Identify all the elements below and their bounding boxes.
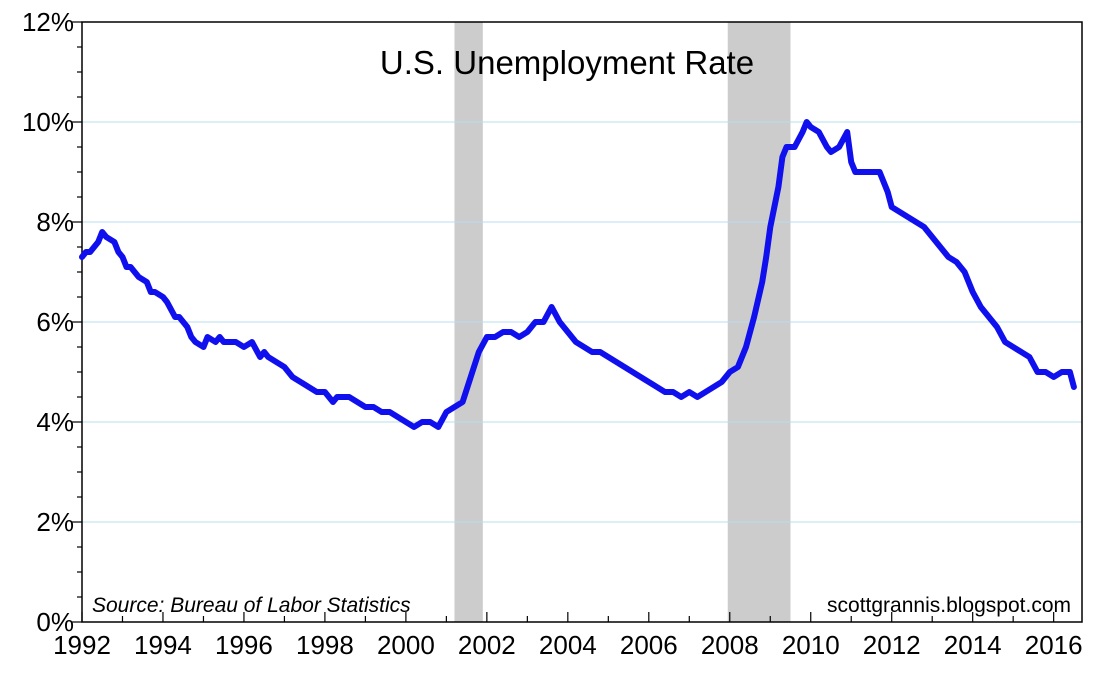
x-tick-label: 2008: [701, 630, 759, 660]
x-tick-label: 2016: [1025, 630, 1083, 660]
x-tick-label: 2006: [620, 630, 678, 660]
y-tick-label: 6%: [36, 307, 74, 337]
x-tick-label: 2012: [863, 630, 921, 660]
y-tick-label: 10%: [22, 107, 74, 137]
credit-note: scottgrannis.blogspot.com: [827, 594, 1071, 617]
y-tick-label: 2%: [36, 507, 74, 537]
x-tick-label: 2010: [782, 630, 840, 660]
x-tick-labels: 1992 1994 1996 1998 2000 2002 2004 2006 2008 2010…: [53, 630, 1083, 660]
y-tick-label: 0%: [36, 607, 74, 637]
axis-ticks: [72, 21, 1055, 623]
y-tick-label: 8%: [36, 207, 74, 237]
x-tick-label: 2014: [944, 630, 1002, 660]
y-tick-labels: 0% 2% 4% 6% 8% 10% 12%: [22, 7, 74, 637]
x-tick-label: 1994: [134, 630, 192, 660]
x-tick-label: 1998: [296, 630, 354, 660]
unemployment-rate-line: [79, 119, 1077, 430]
chart-title: U.S. Unemployment Rate: [380, 44, 754, 81]
x-tick-label: 2000: [377, 630, 435, 660]
x-tick-label: 2002: [458, 630, 516, 660]
grid-lines: [82, 121, 1082, 523]
x-tick-label: 2004: [539, 630, 597, 660]
x-tick-label: 1992: [53, 630, 111, 660]
source-note: Source: Bureau of Labor Statistics: [92, 594, 411, 617]
x-tick-label: 1996: [215, 630, 273, 660]
y-tick-label: 4%: [36, 407, 74, 437]
y-tick-label: 12%: [22, 7, 74, 37]
